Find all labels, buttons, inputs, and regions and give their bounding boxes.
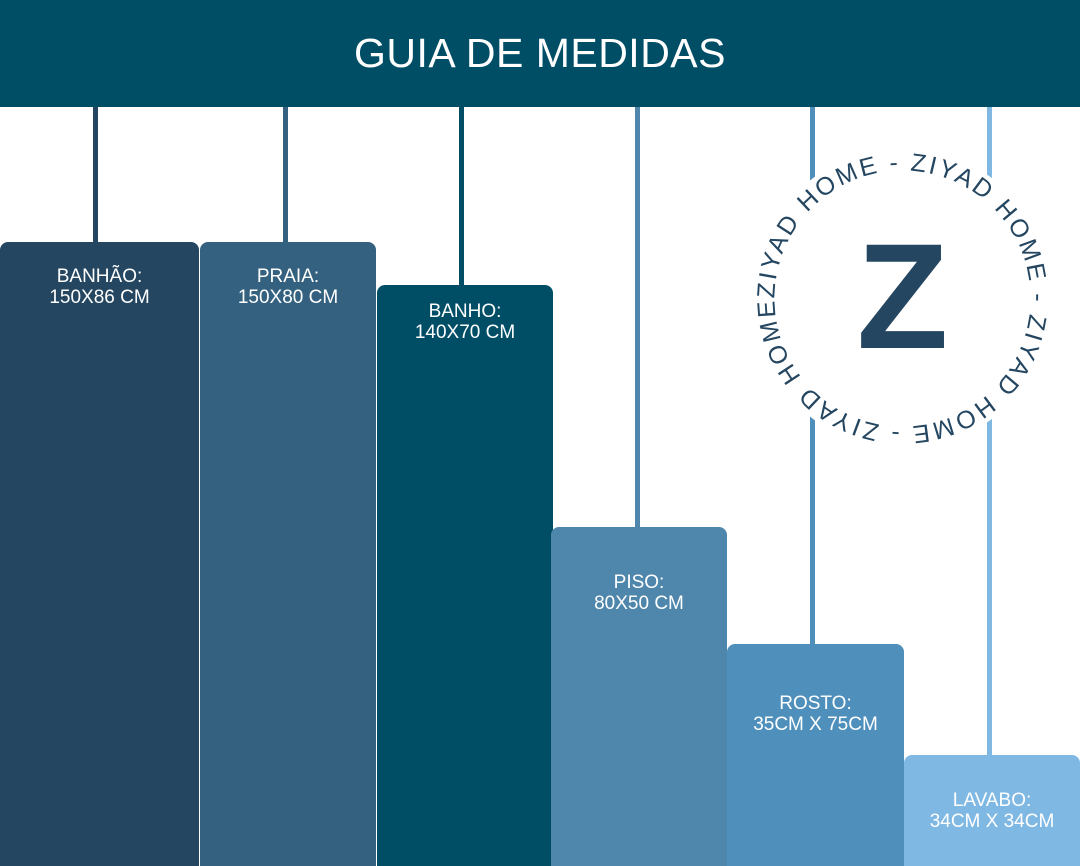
rod-piso — [635, 107, 640, 527]
towel-piso: PISO: 80X50 CM — [551, 527, 727, 866]
rod-banhao — [93, 107, 98, 242]
logo-background — [752, 148, 1053, 449]
header-banner: GUIA DE MEDIDAS — [0, 0, 1080, 107]
towel-lavabo: LAVABO: 34CM X 34CM — [904, 755, 1080, 866]
rod-praia — [283, 107, 288, 242]
towel-rosto: ROSTO: 35CM X 75CM — [727, 644, 904, 866]
towel-name: ROSTO: — [779, 693, 852, 714]
towel-size: 34CM X 34CM — [929, 811, 1055, 832]
logo-letter: Z — [857, 212, 949, 380]
towel-size: 80X50 CM — [594, 593, 684, 614]
towel-name: BANHO: — [428, 301, 502, 322]
towel-name: LAVABO: — [952, 790, 1032, 811]
ziyad-home-logo: ZIYAD HOME - ZIYAD HOME - ZIYAD HOME - Z… — [740, 136, 1053, 449]
towel-banhao: BANHÃO: 150X86 CM — [0, 242, 199, 866]
rod-banho — [459, 107, 464, 285]
towel-name: PRAIA: — [256, 266, 320, 287]
towel-banho: BANHO: 140X70 CM — [377, 285, 553, 866]
towel-praia: PRAIA: 150X80 CM — [200, 242, 376, 866]
towel-size: 150X86 CM — [49, 287, 150, 308]
towel-size: 35CM X 75CM — [753, 714, 878, 735]
towel-size: 140X70 CM — [414, 322, 516, 343]
towel-name: BANHÃO: — [56, 266, 143, 287]
rod-lavabo — [987, 107, 992, 755]
page-title: GUIA DE MEDIDAS — [353, 30, 726, 76]
towel-name: PISO: — [613, 572, 665, 593]
towel-size: 150X80 CM — [237, 287, 339, 308]
